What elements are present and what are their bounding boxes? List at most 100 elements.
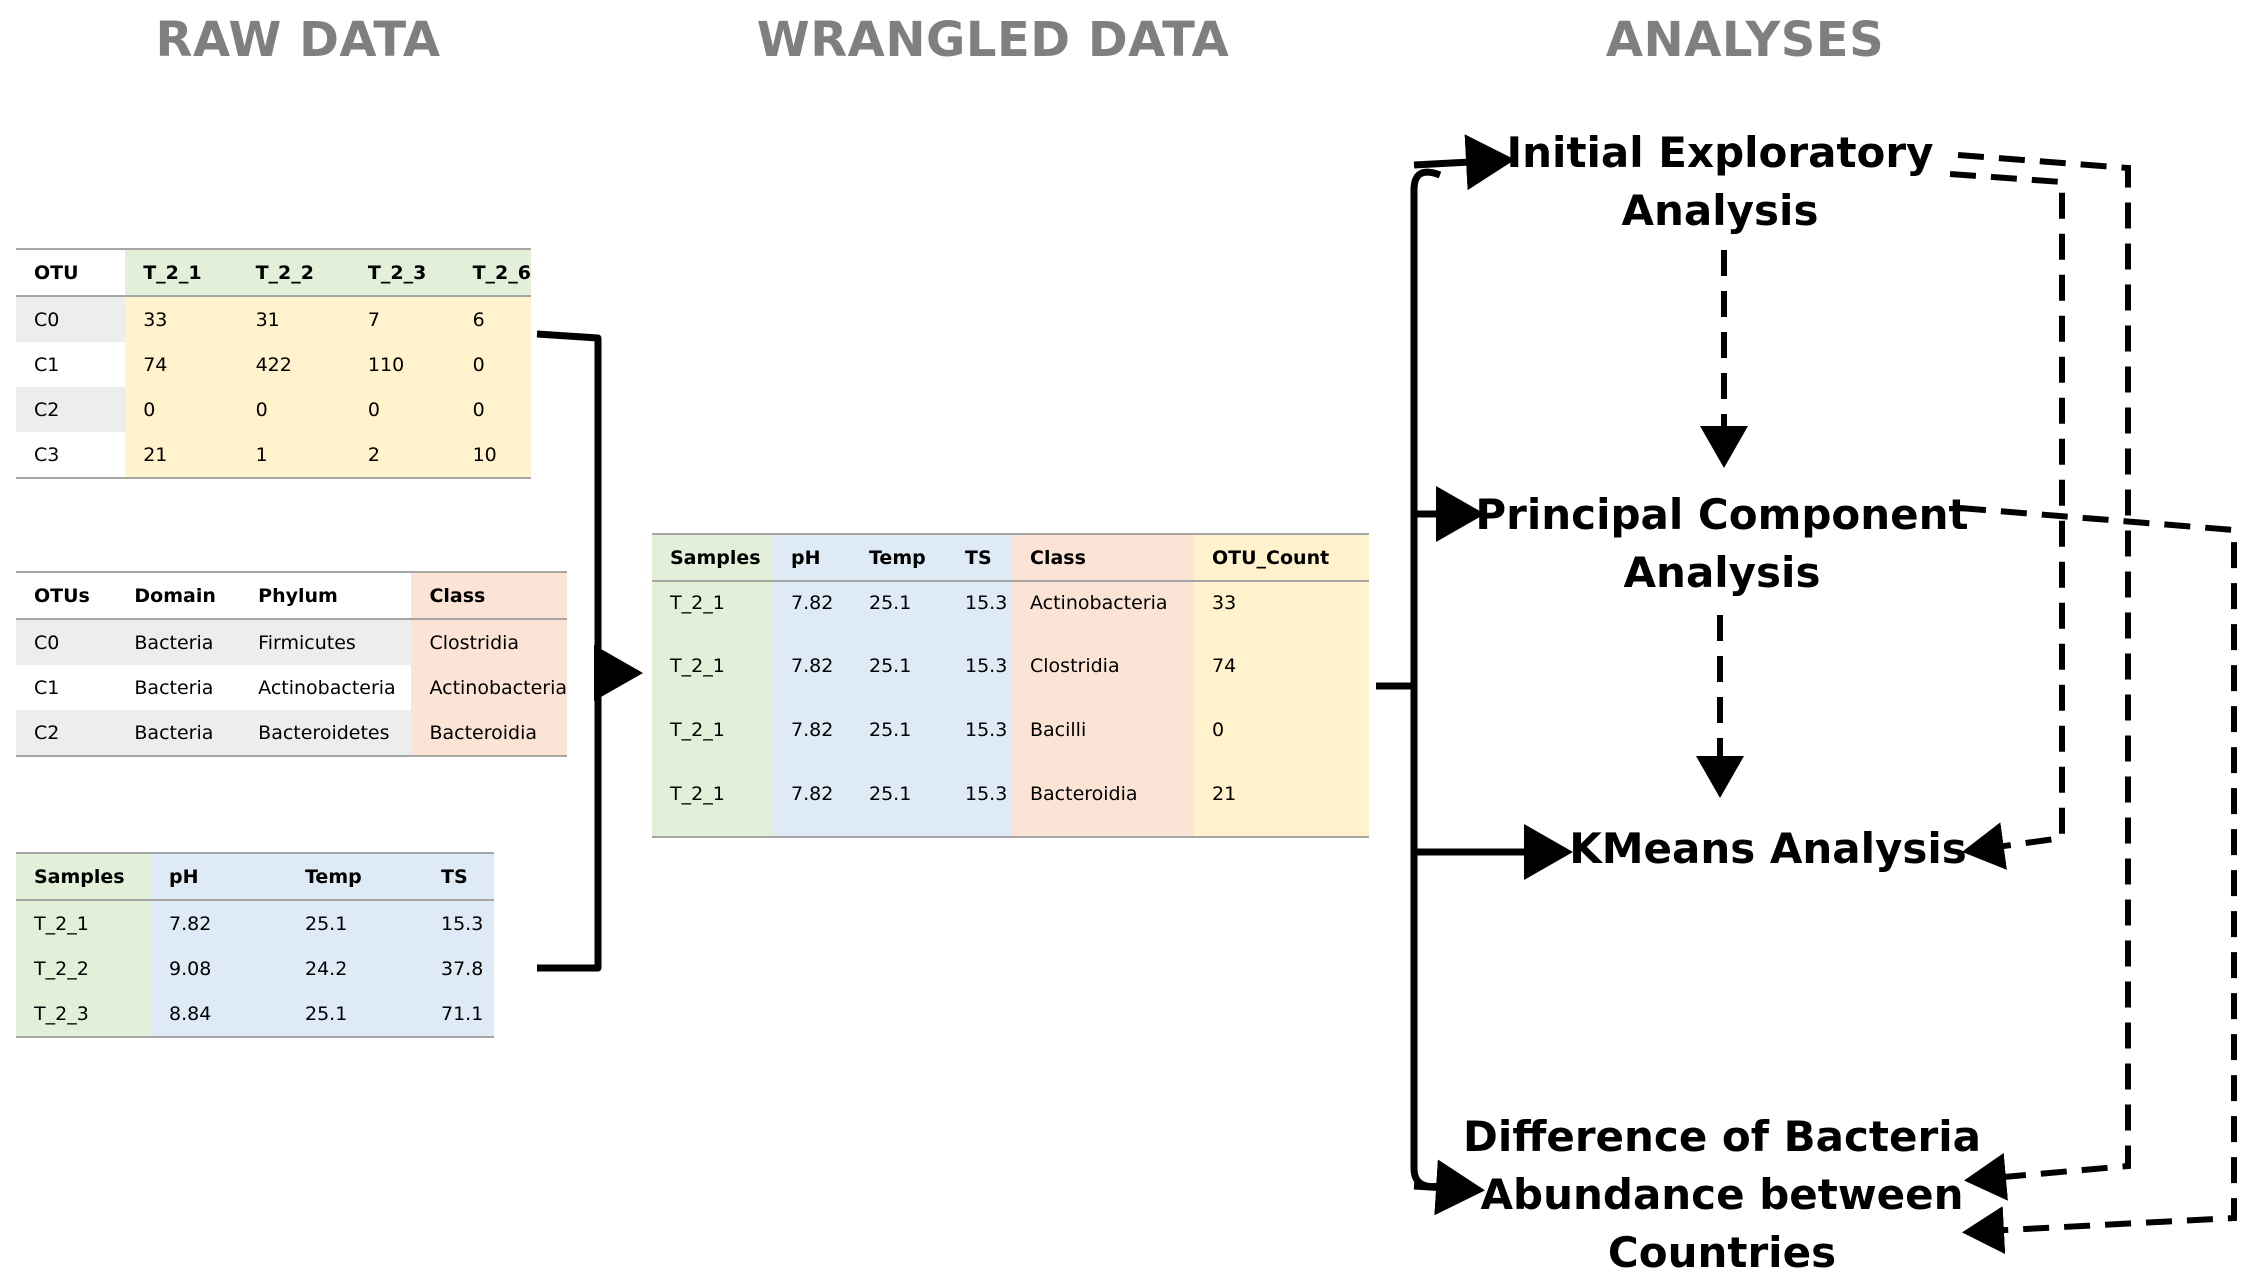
table-cell: 7.82 <box>151 900 287 946</box>
table-cell: T_2_1 <box>16 900 151 946</box>
arrow-to-difference <box>1413 1159 1485 1216</box>
table-cell: Actinobacteria <box>240 665 412 710</box>
column-header: Domain <box>116 571 241 620</box>
table-cell: T_2_1 <box>652 581 773 645</box>
difference-analysis-label: Difference of Bacteria Abundance between… <box>1463 1108 1981 1282</box>
table-row: C0 33 31 7 6 <box>16 296 531 342</box>
table-cell: T_2_2 <box>16 946 151 991</box>
table-row: C2 Bacteria Bacteroidetes Bacteroidia <box>16 710 567 757</box>
table-cell: 33 <box>1194 581 1369 645</box>
column-header: T_2_6 <box>454 248 531 297</box>
table-cell: 7.82 <box>773 709 851 773</box>
arrow-to-initial <box>1413 134 1515 191</box>
column-header: Samples <box>16 852 151 901</box>
table-cell: 25.1 <box>851 581 947 645</box>
table-cell: 7.82 <box>773 581 851 645</box>
analyses-branch <box>1410 168 1442 1191</box>
column-header: Phylum <box>240 571 412 620</box>
table-row: C0 Bacteria Firmicutes Clostridia <box>16 619 567 665</box>
table-cell: Firmicutes <box>240 619 412 665</box>
table-cell: 0 <box>1194 709 1369 773</box>
table-cell: Bacteria <box>116 665 241 710</box>
column-header: Temp <box>287 852 423 901</box>
column-header: pH <box>773 533 851 582</box>
initial-to-difference-dashed-arrow <box>1957 152 2131 1201</box>
table-cell: 7 <box>349 296 455 342</box>
table-cell: Clostridia <box>1012 645 1194 709</box>
taxonomy-table: OTUs Domain Phylum Class C0 Bacteria Fir… <box>16 571 567 757</box>
samples-table: Samples pH Temp TS T_2_1 7.82 25.1 15.3 … <box>16 852 494 1038</box>
table-cell: Actinobacteria <box>411 665 567 710</box>
wrangled-data-title: WRANGLED DATA <box>756 12 1230 68</box>
table-cell: T_2_1 <box>652 773 773 838</box>
raw-merge-bracket <box>536 330 602 972</box>
table-cell: 2 <box>349 432 455 479</box>
initial-exploratory-analysis-label: Initial Exploratory Analysis <box>1507 124 1934 240</box>
label-line: Countries <box>1607 1228 1837 1277</box>
table-row: T_2_1 7.82 25.1 15.3 Clostridia 74 <box>652 645 1369 709</box>
table-cell: 15.3 <box>947 581 1012 645</box>
label-line: Abundance between <box>1480 1170 1964 1219</box>
table-cell: 0 <box>125 387 238 432</box>
table-header-row: OTUs Domain Phylum Class <box>16 571 567 620</box>
table-cell: 7.82 <box>773 773 851 838</box>
column-header: OTU <box>16 248 126 297</box>
table-cell: 0 <box>349 387 455 432</box>
table-cell: 422 <box>237 342 350 387</box>
column-header: Class <box>411 571 567 620</box>
table-cell: 33 <box>125 296 238 342</box>
table-cell: T_2_3 <box>16 991 151 1038</box>
label-line: KMeans Analysis <box>1569 824 1967 873</box>
table-header-row: OTU T_2_1 T_2_2 T_2_3 T_2_6 <box>16 248 531 297</box>
table-cell: Bacteria <box>116 619 241 665</box>
table-row: C3 21 1 2 10 <box>16 432 531 479</box>
table-header-row: Samples pH Temp TS <box>16 852 494 901</box>
table-cell: C0 <box>16 619 117 665</box>
table-cell: 24.2 <box>287 946 423 991</box>
analyses-title: ANALYSES <box>1605 12 1885 68</box>
column-header: TS <box>423 852 494 901</box>
table-row: T_2_1 7.82 25.1 15.3 Bacteroidia 21 <box>652 773 1369 838</box>
table-cell: Bacteria <box>116 710 241 757</box>
table-cell: C2 <box>16 710 117 757</box>
table-cell: 0 <box>237 387 350 432</box>
label-line: Analysis <box>1621 186 1819 235</box>
otu-count-table: OTU T_2_1 T_2_2 T_2_3 T_2_6 C0 33 31 7 6… <box>16 248 531 479</box>
pca-label: Principal Component Analysis <box>1475 486 1968 602</box>
table-cell: Bacteroidia <box>411 710 567 757</box>
table-cell: T_2_1 <box>652 709 773 773</box>
column-header: Samples <box>652 533 773 582</box>
table-row: T_2_1 7.82 25.1 15.3 Actinobacteria 33 <box>652 581 1369 645</box>
table-cell: 71.1 <box>423 991 494 1038</box>
table-row: T_2_3 8.84 25.1 71.1 <box>16 991 494 1038</box>
table-cell: 25.1 <box>851 645 947 709</box>
table-cell: 15.3 <box>423 900 494 946</box>
table-cell: 25.1 <box>851 709 947 773</box>
table-row: C1 74 422 110 0 <box>16 342 531 387</box>
table-cell: Clostridia <box>411 619 567 665</box>
table-cell: 21 <box>1194 773 1369 838</box>
table-cell: 8.84 <box>151 991 287 1038</box>
pca-to-difference-dashed-arrow <box>1959 505 2237 1255</box>
table-row: T_2_1 7.82 25.1 15.3 Bacilli 0 <box>652 709 1369 773</box>
raw-data-title: RAW DATA <box>155 12 441 68</box>
table-cell: C3 <box>16 432 126 479</box>
table-cell: 7.82 <box>773 645 851 709</box>
table-cell: 15.3 <box>947 773 1012 838</box>
table-cell: 37.8 <box>423 946 494 991</box>
table-cell: Bacilli <box>1012 709 1194 773</box>
table-row: C2 0 0 0 0 <box>16 387 531 432</box>
column-header: T_2_2 <box>237 248 350 297</box>
table-header-row: Samples pH Temp TS Class OTU_Count <box>652 533 1369 582</box>
table-cell: 25.1 <box>287 991 423 1038</box>
table-cell: 0 <box>454 387 531 432</box>
table-cell: 15.3 <box>947 709 1012 773</box>
column-header: Class <box>1012 533 1194 582</box>
column-header: pH <box>151 852 287 901</box>
table-row: T_2_2 9.08 24.2 37.8 <box>16 946 494 991</box>
label-line: Analysis <box>1623 548 1821 597</box>
table-cell: Bacteroidetes <box>240 710 412 757</box>
table-cell: T_2_1 <box>652 645 773 709</box>
table-row: T_2_1 7.82 25.1 15.3 <box>16 900 494 946</box>
